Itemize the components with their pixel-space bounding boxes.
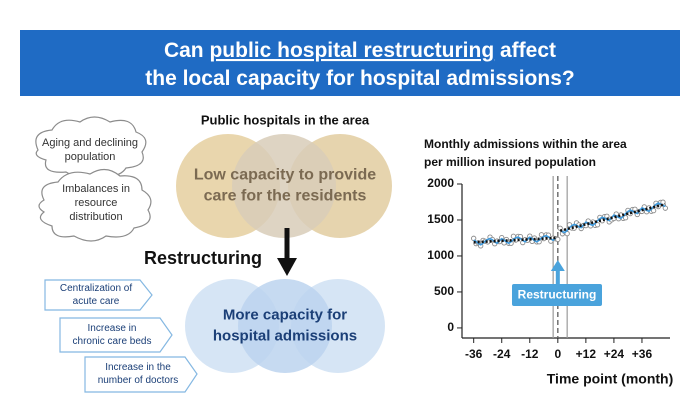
- circle: [238, 279, 332, 373]
- problem-clouds: [35, 116, 152, 242]
- tag: [59, 317, 173, 353]
- measure-tags: [44, 279, 198, 393]
- annotation-arrowhead: [550, 260, 565, 271]
- x-tick-label: -12: [521, 347, 539, 361]
- measure-text: Increase in: [88, 323, 137, 334]
- title-line: the local capacity for hospital admissio…: [145, 67, 574, 90]
- more-capacity-text: More capacity for: [223, 306, 347, 323]
- title-line: Can public hospital restructuring affect: [164, 39, 556, 62]
- annotation-box: [512, 284, 602, 306]
- low-capacity-text: Low capacity to provide: [194, 167, 376, 184]
- cloud: [38, 168, 152, 242]
- data-point: [471, 235, 477, 241]
- measure-text: number of doctors: [98, 375, 179, 386]
- annotation-text: Restructuring: [518, 288, 597, 302]
- low-capacity-text: care for the residents: [204, 188, 367, 205]
- chart-title: Monthly admissions within the area: [424, 137, 627, 151]
- chart: Monthly admissions within the area per mi…: [424, 137, 673, 387]
- measure-text: Centralization of: [60, 283, 132, 294]
- measure-text: chronic care beds: [73, 336, 152, 347]
- y-tick-label: 500: [434, 284, 454, 298]
- y-tick-label: 0: [447, 320, 454, 334]
- measure-text: Increase in the: [105, 362, 171, 373]
- x-axis-label: Time point (month): [547, 371, 674, 387]
- data-point: [594, 222, 601, 228]
- x-tick-label: +12: [576, 347, 597, 361]
- trend-line: [473, 202, 666, 244]
- problem-text: Aging and declining: [42, 137, 138, 149]
- arrow-head: [277, 258, 297, 276]
- problem-text: resource: [75, 197, 118, 209]
- x-tick-label: +24: [604, 347, 625, 361]
- y-tick-label: 1000: [427, 248, 454, 262]
- x-tick-label: -36: [465, 347, 483, 361]
- hospitals-label: Public hospitals in the area: [201, 112, 370, 127]
- title-part: Can: [164, 39, 210, 62]
- x-tick-label: 0: [554, 347, 561, 361]
- diagram-texts: Public hospitals in the area Low capacity…: [42, 112, 376, 386]
- problem-text: distribution: [69, 211, 122, 223]
- down-arrow: [277, 228, 297, 276]
- y-tick-label: 1500: [427, 212, 454, 226]
- title-part: the local capacity for hospital admissio…: [145, 67, 574, 90]
- title-banner: [20, 30, 680, 96]
- problem-text: population: [65, 151, 116, 163]
- x-tick-label: +36: [632, 347, 653, 361]
- chart-title: per million insured population: [424, 155, 596, 169]
- tag: [44, 279, 153, 311]
- circle: [232, 134, 336, 238]
- measure-text: acute care: [73, 296, 120, 307]
- title-part: public hospital restructuring: [209, 39, 494, 62]
- capacity-circles: [185, 279, 385, 373]
- restructuring-label: Restructuring: [144, 248, 262, 268]
- tag: [84, 356, 198, 393]
- data-point: [660, 199, 666, 205]
- data-point: [622, 215, 629, 221]
- x-tick-label: -24: [493, 347, 511, 361]
- hospital-circles: [176, 134, 392, 238]
- title: Can public hospital restructuring affect…: [145, 39, 574, 90]
- data-point: [555, 236, 561, 243]
- cloud: [35, 116, 147, 179]
- problem-text: Imbalances in: [62, 183, 130, 195]
- title-part: affect: [494, 39, 556, 62]
- y-tick-label: 2000: [427, 176, 454, 190]
- more-capacity-text: hospital admissions: [213, 327, 357, 344]
